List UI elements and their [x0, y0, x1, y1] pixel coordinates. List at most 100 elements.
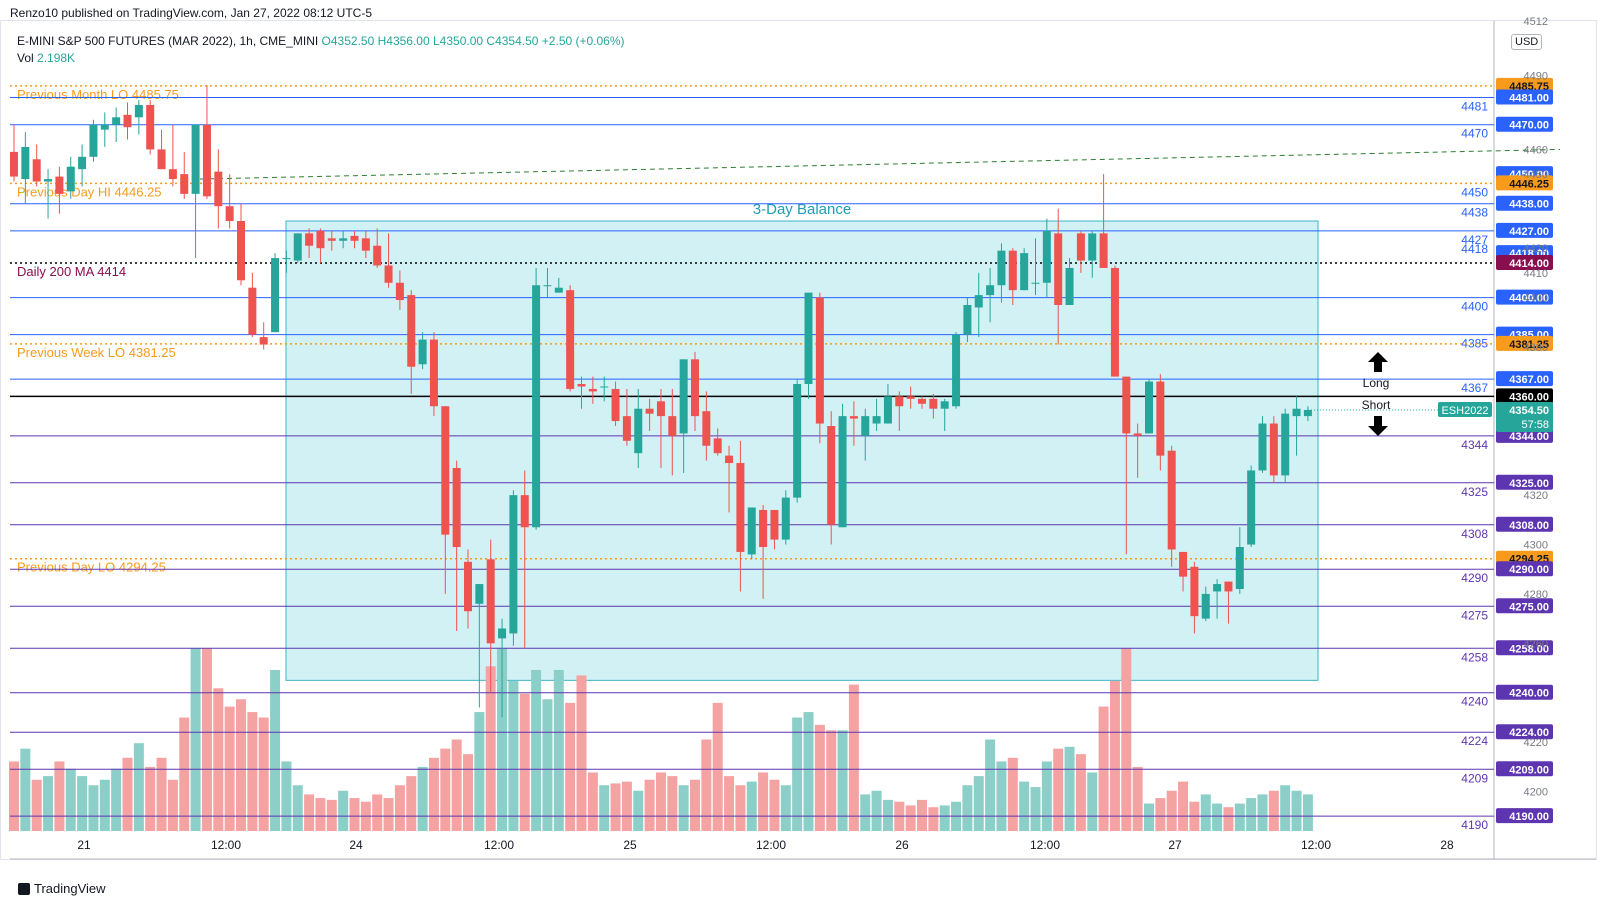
price-tag	[1496, 222, 1553, 238]
candle-body	[350, 235, 359, 241]
volume-bar	[973, 776, 984, 831]
price-tag	[1496, 89, 1553, 105]
volume-bar	[769, 779, 780, 831]
volume-bar	[1075, 754, 1086, 831]
candle-body	[770, 509, 779, 540]
volume-bar	[315, 798, 326, 831]
volume-bar	[31, 779, 42, 831]
candle-body	[1179, 551, 1188, 577]
candle-body	[986, 285, 995, 296]
level-axis-value: 4427	[1461, 233, 1488, 247]
candle-body	[611, 388, 620, 422]
price-tag	[1496, 335, 1553, 351]
volume-bar	[383, 798, 394, 831]
candle-body	[293, 233, 302, 261]
volume-bar	[190, 648, 201, 831]
volume-bar	[497, 648, 508, 831]
price-tick-label: 4280	[1524, 589, 1548, 601]
volume-bar	[667, 776, 678, 831]
volume-bar	[1109, 680, 1120, 831]
candle-body	[1281, 413, 1290, 476]
candle-body	[668, 416, 677, 436]
volume-bar	[814, 724, 825, 831]
price-tag	[1496, 724, 1553, 740]
candle-body	[997, 250, 1006, 286]
candle-body	[952, 334, 961, 407]
balance-box-label: 3-Day Balance	[753, 201, 851, 218]
volume-bar	[1132, 766, 1143, 831]
price-tag	[1496, 474, 1553, 490]
volume-bar	[735, 785, 746, 831]
volume-bar	[122, 757, 133, 831]
time-tick-label: 12:00	[1301, 838, 1331, 852]
level-label: Previous Week LO 4381.25	[17, 345, 176, 360]
price-tag-text: 4400.00	[1509, 293, 1549, 305]
candle-body	[645, 408, 654, 414]
volume-bar	[882, 799, 893, 831]
volume-bar	[1302, 794, 1313, 831]
volume-bar	[621, 781, 632, 831]
tradingview-footer[interactable]: TradingView	[18, 881, 106, 896]
countdown-text: 57:58	[1521, 419, 1549, 431]
candle-body	[486, 559, 495, 644]
candle-body	[1031, 282, 1040, 284]
price-tag-text: 4360.00	[1509, 391, 1549, 403]
candle-body	[1133, 433, 1142, 436]
volume-bar	[610, 783, 621, 831]
price-tag	[1496, 255, 1553, 271]
time-tick-label: 28	[1440, 838, 1454, 852]
candle-body	[112, 117, 121, 125]
volume-bar	[54, 761, 65, 831]
volume-bar	[394, 785, 405, 831]
volume-bar	[270, 669, 281, 831]
candle-body	[452, 467, 461, 548]
change-value: +2.50 (+0.06%)	[541, 34, 625, 48]
candle-body	[588, 388, 597, 392]
candle-body	[679, 359, 688, 434]
candle-body	[1201, 593, 1210, 619]
price-tag-text: 4481.00	[1509, 93, 1549, 105]
time-tick-label: 25	[623, 838, 637, 852]
currency-badge[interactable]: USD	[1511, 34, 1543, 50]
volume-bar	[508, 680, 519, 831]
candle-body	[566, 290, 575, 389]
price-tag-text: 4275.00	[1509, 601, 1549, 613]
level-axis-value: 4385	[1461, 337, 1488, 351]
volume-bar	[338, 790, 349, 831]
volume-bar	[803, 712, 814, 831]
price-tag	[1496, 808, 1553, 824]
candle-body	[418, 339, 427, 365]
symbol-name[interactable]: E-MINI S&P 500 FUTURES (MAR 2022), 1h, C…	[17, 34, 319, 48]
volume-bar	[985, 739, 996, 831]
volume-bar	[780, 785, 791, 831]
candle-body	[316, 230, 325, 249]
price-tag	[1496, 640, 1553, 656]
price-tag	[1496, 561, 1553, 577]
candle-body	[1235, 547, 1244, 589]
price-tag	[1496, 684, 1553, 700]
candle-body	[395, 282, 404, 301]
price-tag-text: 4367.00	[1509, 374, 1549, 386]
candle-body	[123, 114, 132, 128]
price-tag-text: 4470.00	[1509, 120, 1549, 132]
candle-body	[361, 238, 370, 251]
candle-body	[577, 384, 586, 387]
volume-bar	[156, 757, 167, 831]
volume-bar	[77, 776, 88, 831]
candle-body	[271, 258, 280, 333]
candle-body	[1224, 581, 1233, 592]
price-tick-label: 4220	[1524, 737, 1548, 749]
candle-body	[146, 104, 155, 150]
price-tag-text: 4308.00	[1509, 520, 1549, 532]
volume-bar	[463, 754, 473, 831]
candle-body	[44, 179, 53, 182]
candle-body	[157, 149, 166, 170]
candle-body	[838, 416, 847, 528]
volume-bar	[417, 766, 428, 831]
volume-bar	[9, 761, 19, 831]
volume-bar	[167, 779, 178, 831]
volume-bar	[576, 675, 587, 831]
level-axis-value: 4275	[1461, 608, 1488, 622]
price-tag-text: 4209.00	[1509, 764, 1549, 776]
